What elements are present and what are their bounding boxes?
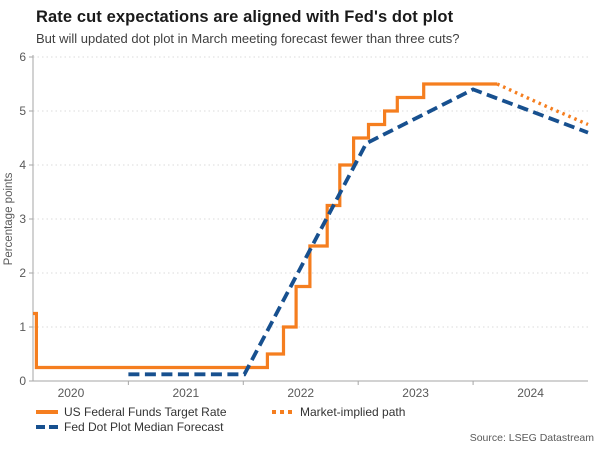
y-tick-label-6: 6 [19, 50, 26, 64]
x-tick-label-2020: 2020 [58, 386, 85, 400]
y-tick-label-5: 5 [19, 104, 26, 118]
chart-title: Rate cut expectations are aligned with F… [36, 8, 454, 26]
source-credit: Source: LSEG Datastream [469, 432, 594, 444]
y-axis-title: Percentage points [3, 172, 15, 265]
legend-label: Market-implied path [300, 405, 406, 419]
series-line-us-federal-funds-target-rate [33, 82, 498, 370]
x-tick-label-2024: 2024 [517, 386, 544, 400]
y-tick-label-3: 3 [19, 212, 26, 226]
dashed-navy-line-swatch-icon [36, 425, 58, 429]
y-tick-label-2: 2 [19, 266, 26, 280]
series-line-fed-dot-plot-median-forecast [128, 87, 589, 377]
y-tick-label-0: 0 [19, 374, 26, 388]
legend-label: Fed Dot Plot Median Forecast [64, 420, 224, 434]
legend-item-market-implied-path: Market-implied path [272, 405, 405, 419]
legend-label: US Federal Funds Target Rate [64, 405, 227, 419]
y-tick-label-1: 1 [19, 320, 26, 334]
y-tick-label-4: 4 [19, 158, 26, 172]
x-tick-label-2021: 2021 [172, 386, 199, 400]
legend-item-dot-plot-forecast: Fed Dot Plot Median Forecast [36, 420, 223, 434]
chart-subtitle: But will updated dot plot in March meeti… [36, 31, 460, 46]
dotted-orange-line-swatch-icon [272, 410, 294, 414]
solid-orange-line-swatch-icon [36, 410, 58, 414]
x-tick-label-2023: 2023 [402, 386, 429, 400]
legend-item-fed-funds-rate: US Federal Funds Target Rate [36, 405, 227, 419]
x-tick-label-2022: 2022 [287, 386, 314, 400]
chart-canvas: 0 1 2 3 4 5 6 2020 2021 2022 2023 2024 Percentage po… [3, 50, 589, 400]
